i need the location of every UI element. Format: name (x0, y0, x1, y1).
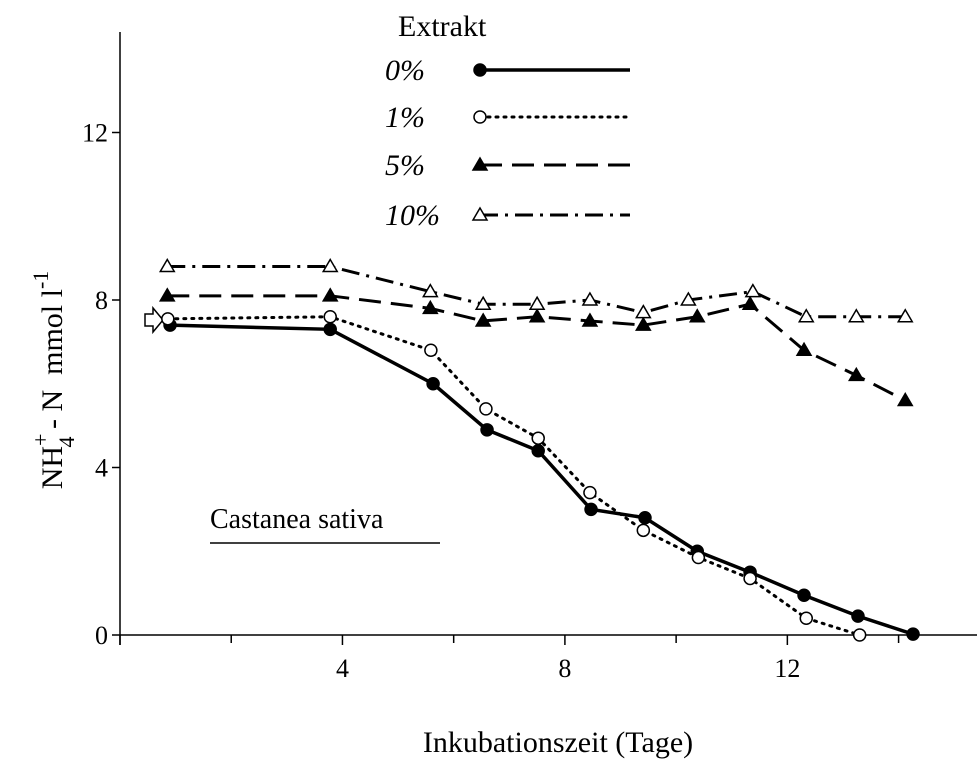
y-tick-label: 4 (95, 454, 108, 483)
y-label-part: NH (36, 446, 69, 489)
series-line (170, 323, 914, 636)
series-line (167, 294, 906, 402)
point (528, 295, 546, 310)
point (531, 444, 545, 458)
y-tick-label: 0 (95, 621, 108, 650)
point (680, 291, 697, 306)
point (795, 341, 813, 356)
point (581, 312, 599, 327)
point (635, 316, 652, 331)
point (531, 431, 545, 445)
legend-label: 1% (385, 101, 425, 134)
y-label-part: - N mmol l (36, 289, 69, 437)
series-line (167, 265, 906, 319)
point (636, 523, 651, 538)
y-label-sup: -1 (28, 271, 53, 289)
legend-marker (471, 156, 489, 171)
point (323, 322, 337, 337)
point (424, 343, 438, 357)
y-tick-label: 12 (82, 119, 108, 148)
point (422, 283, 439, 298)
x-tick-label: 12 (774, 654, 800, 683)
legend-label: 10% (385, 199, 440, 232)
point (474, 312, 492, 327)
point (852, 628, 867, 642)
point (741, 295, 759, 310)
point (584, 502, 598, 517)
point (479, 402, 493, 416)
point (743, 571, 757, 586)
point (158, 287, 176, 302)
start-arrow (144, 305, 164, 335)
point (799, 611, 814, 625)
legend-marker (471, 206, 489, 221)
point (581, 291, 599, 306)
legend-marker (473, 63, 487, 77)
point (848, 366, 865, 382)
point (422, 299, 439, 315)
point (744, 283, 762, 298)
point (161, 312, 175, 326)
point (691, 550, 706, 565)
legend-label: 5% (385, 149, 425, 182)
point (896, 392, 914, 407)
legend-title: Extrakt (398, 10, 487, 43)
point (426, 377, 440, 391)
point (906, 627, 920, 641)
point (638, 511, 652, 525)
series-line (166, 315, 862, 637)
point (688, 308, 706, 323)
point (896, 308, 914, 323)
point (797, 588, 811, 602)
x-tick-label: 4 (336, 654, 349, 683)
x-tick-label: 8 (558, 654, 571, 683)
point (158, 258, 176, 273)
annotation: Castanea sativa (210, 504, 384, 535)
point (583, 485, 597, 500)
legend-marker (473, 110, 487, 124)
y-tick-label: 8 (95, 286, 108, 315)
point (851, 609, 865, 623)
x-axis-label: Inkubationszeit (Tage) (423, 726, 693, 759)
point (474, 295, 492, 310)
point (528, 308, 546, 323)
y-label-sup: + (28, 434, 53, 446)
point (321, 258, 339, 273)
point (323, 310, 337, 324)
point (848, 308, 865, 323)
point (797, 308, 815, 323)
point (635, 304, 652, 319)
y-label-sub: 4 (54, 437, 79, 448)
point (480, 423, 494, 437)
point (321, 287, 339, 302)
y-axis-label: NH+4 - N mmol l-1 (28, 271, 79, 490)
legend-label: 0% (385, 54, 425, 87)
